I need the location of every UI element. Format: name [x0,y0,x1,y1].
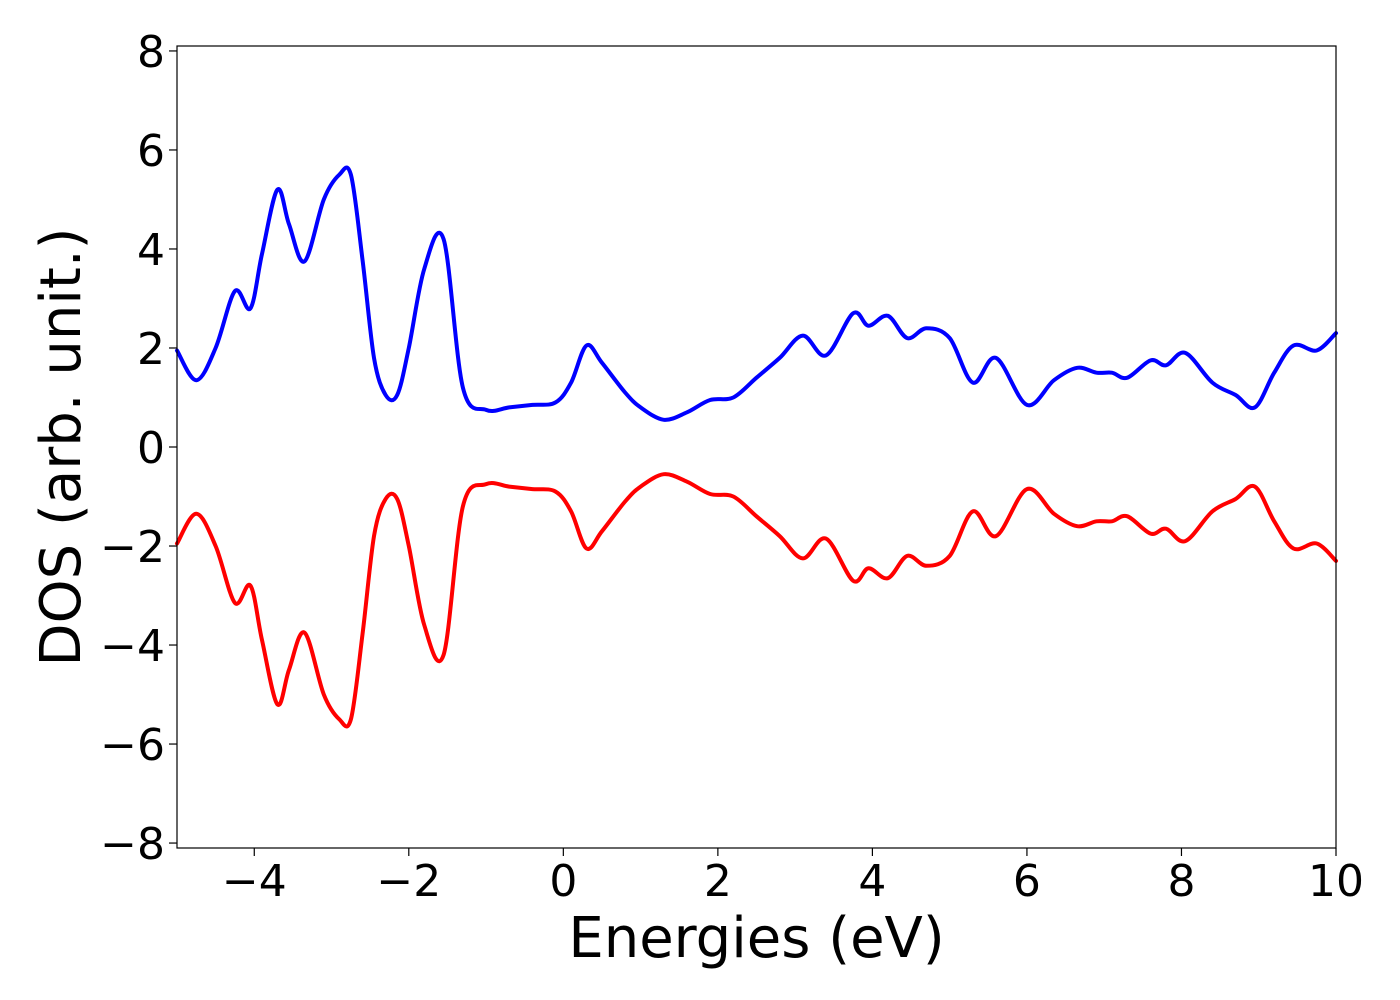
y-tick-label: −4 [100,621,165,672]
x-tick-label: 8 [1167,856,1195,907]
plot-frame [176,45,1337,849]
y-tick-label: 2 [137,324,165,375]
x-axis-ticks: −4 −2 0 2 4 6 8 10 [222,848,1364,907]
y-tick-label: −6 [100,720,165,771]
y-tick-label: −2 [100,522,165,573]
dos-line-blue [175,165,1338,422]
y-tick-label: 8 [137,27,165,78]
x-axis-title: Energies (eV) [568,906,944,971]
series-layer [175,165,1338,729]
x-tick-label: 2 [704,856,732,907]
y-tick-label: 4 [137,225,165,276]
x-tick-label: 0 [549,856,577,907]
x-tick-label: 4 [858,856,886,907]
y-tick-label: −8 [100,819,165,870]
y-tick-label: 6 [137,126,165,177]
y-axis-title: DOS (arb. unit.) [29,227,94,666]
dos-line-red [175,472,1338,729]
x-tick-label: 6 [1013,856,1041,907]
y-axis-ticks: −8 −6 −4 −2 0 2 4 6 8 [100,27,177,870]
x-tick-label: 10 [1308,856,1364,907]
x-tick-label: −2 [376,856,441,907]
x-tick-label: −4 [222,856,287,907]
y-tick-label: 0 [137,423,165,474]
